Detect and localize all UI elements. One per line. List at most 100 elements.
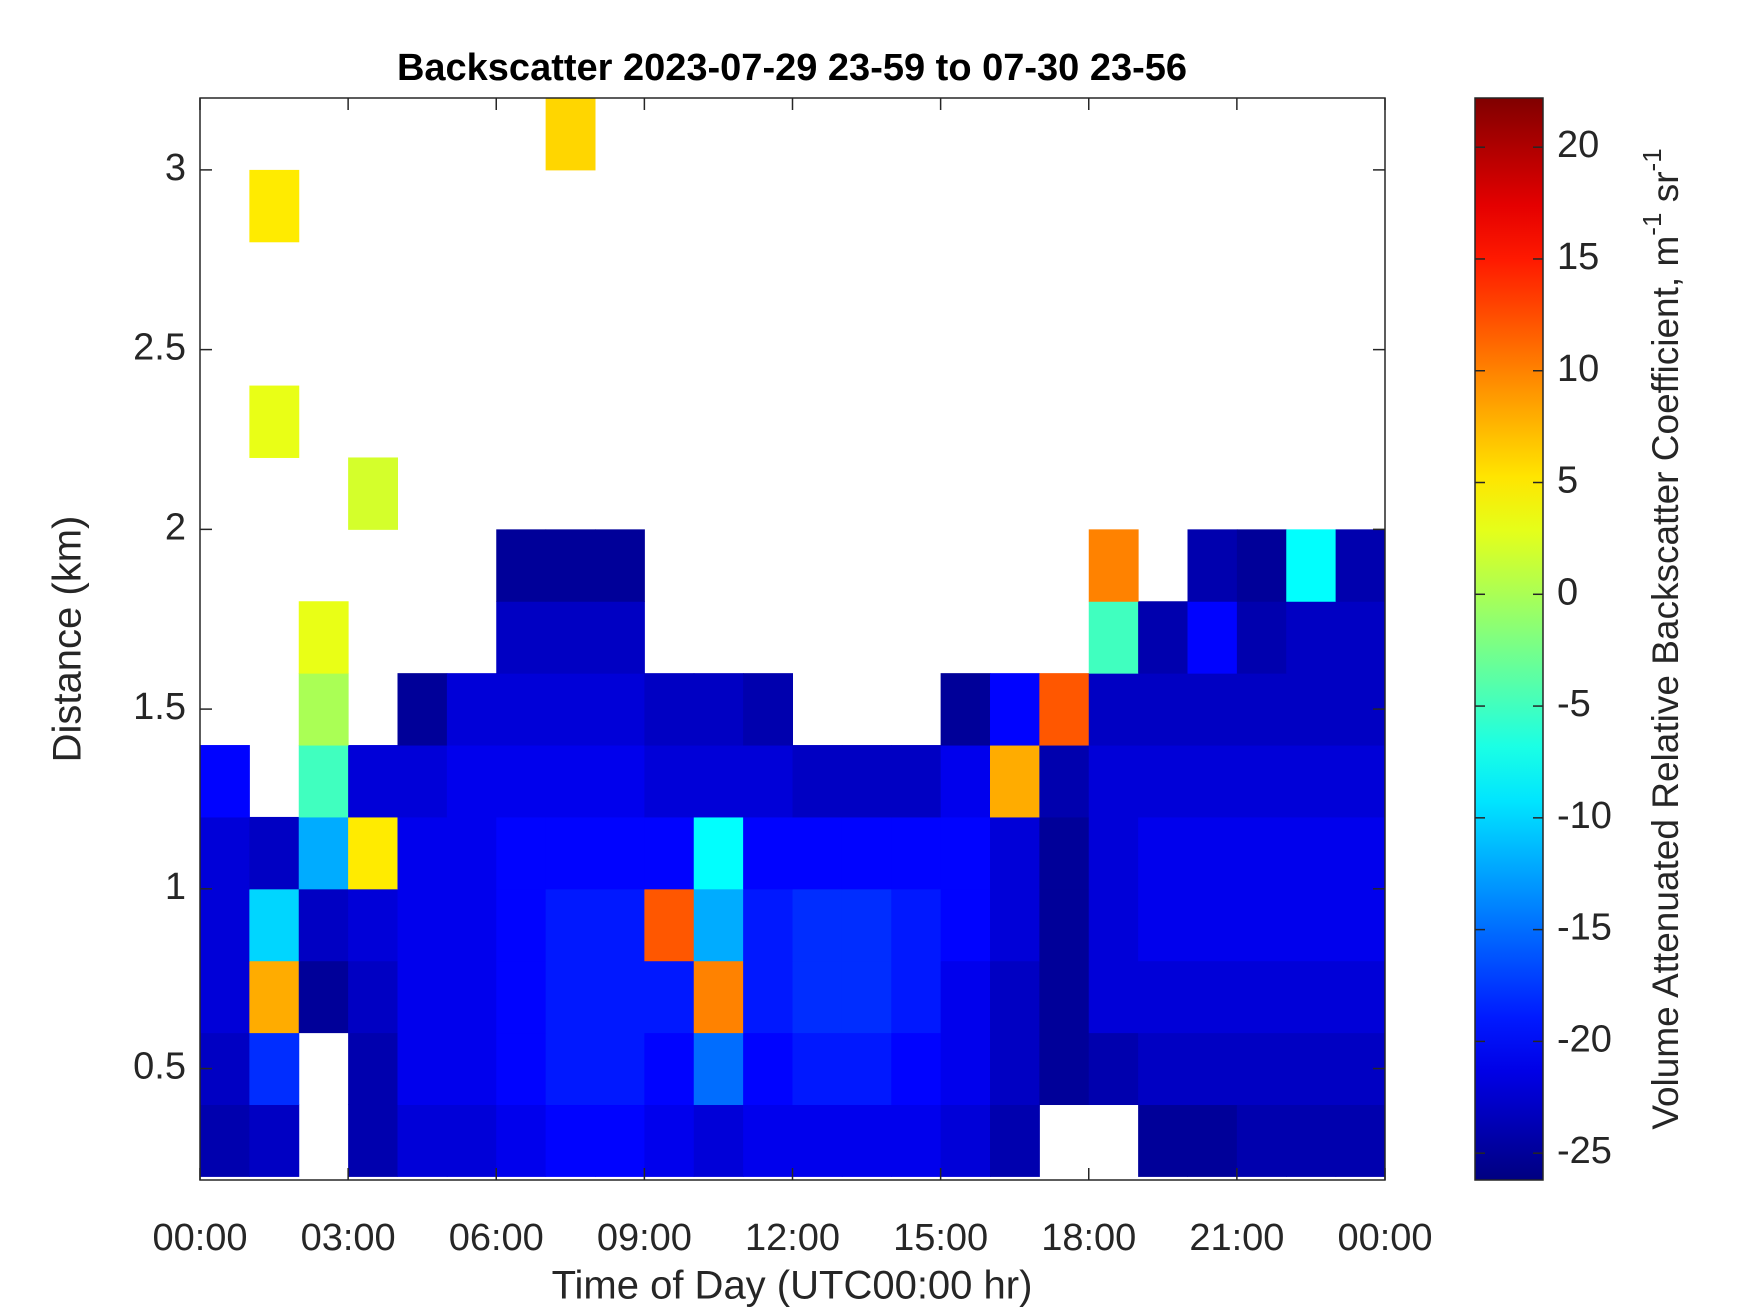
heatmap-cell: [693, 745, 744, 818]
heatmap-cell: [496, 960, 547, 1034]
heatmap-cell: [940, 960, 991, 1034]
chart-title: Backscatter 2023-07-29 23-59 to 07-30 23…: [397, 47, 1187, 89]
heatmap-cell: [1187, 1104, 1238, 1177]
colorbar-tick-label: 20: [1557, 124, 1599, 166]
heatmap-cell: [446, 1104, 497, 1177]
y-tick-label: 2.5: [133, 327, 186, 369]
heatmap-cell: [841, 888, 892, 962]
heatmap-cell: [446, 745, 497, 818]
colorbar-frame: [1474, 97, 1544, 1181]
heatmap-cell: [792, 1104, 843, 1177]
heatmap-cell: [891, 960, 942, 1034]
x-tick-label: 09:00: [597, 1217, 692, 1259]
y-tick-label: 1.5: [133, 686, 186, 728]
heatmap-cell: [1187, 960, 1238, 1034]
heatmap-cell: [1236, 745, 1287, 818]
heatmap-cell: [1236, 601, 1287, 674]
x-tick-label: 03:00: [301, 1217, 396, 1259]
heatmap-cell: [1088, 601, 1139, 674]
heatmap-cell: [545, 601, 596, 674]
heatmap-cell: [891, 816, 942, 890]
heatmap-cell: [348, 816, 398, 890]
colorbar-label-text: sr: [1645, 171, 1686, 212]
heatmap-cell: [249, 169, 300, 243]
heatmap-cell: [249, 385, 300, 458]
colorbar-tick-label: 15: [1557, 236, 1599, 278]
heatmap-cell: [496, 816, 547, 890]
heatmap-cell: [595, 745, 645, 818]
heatmap-cell: [1286, 888, 1337, 962]
heatmap-cell: [1138, 601, 1188, 674]
heatmap-cell: [200, 1104, 250, 1177]
heatmap-cell: [348, 1032, 398, 1106]
colorbar-tick-label: -15: [1557, 907, 1612, 949]
colorbar-tick-label: -5: [1557, 683, 1591, 725]
heatmap-cell: [595, 960, 645, 1034]
heatmap-cell: [644, 673, 695, 746]
heatmap-cell: [545, 1032, 596, 1106]
heatmap-cell: [397, 816, 448, 890]
heatmap-cell: [1236, 888, 1287, 962]
heatmap-cell: [1187, 1032, 1238, 1106]
heatmap-cell: [743, 1104, 793, 1177]
heatmap-cell: [940, 1104, 991, 1177]
heatmap-cell: [792, 745, 843, 818]
heatmap-cell: [644, 888, 695, 962]
heatmap-cell: [595, 1104, 645, 1177]
heatmap-cell: [693, 888, 744, 962]
heatmap-cell: [1138, 1032, 1188, 1106]
heatmap-cell: [841, 745, 892, 818]
heatmap-cell: [298, 673, 349, 746]
heatmap-cell: [990, 816, 1040, 890]
heatmap-cell: [990, 1104, 1040, 1177]
heatmap-cell: [249, 960, 300, 1034]
heatmap-cell: [1236, 1032, 1287, 1106]
heatmap-cell: [940, 888, 991, 962]
heatmap-cell: [693, 1104, 744, 1177]
heatmap-cell: [446, 816, 497, 890]
heatmap-cell: [1138, 816, 1188, 890]
heatmap-cell: [792, 1032, 843, 1106]
y-tick-label: 0.5: [133, 1046, 186, 1088]
heatmap-cell: [496, 673, 547, 746]
heatmap-cell: [1039, 960, 1090, 1034]
heatmap-cell: [940, 745, 991, 818]
heatmap-cell: [644, 816, 695, 890]
heatmap-cell: [1286, 745, 1337, 818]
colorbar-tick-label: 5: [1557, 460, 1578, 502]
heatmap-cell: [397, 1104, 448, 1177]
heatmap-cell: [249, 888, 300, 962]
colorbar-tick-label: -20: [1557, 1018, 1612, 1060]
x-tick-label: 00:00: [1337, 1217, 1432, 1259]
heatmap-cell: [496, 745, 547, 818]
y-tick-label: 2: [165, 506, 186, 548]
heatmap-cell: [743, 673, 793, 746]
x-axis-label: Time of Day (UTC00:00 hr): [552, 1264, 1033, 1308]
heatmap-cell: [200, 960, 250, 1034]
heatmap-cell: [1039, 888, 1090, 962]
heatmap-cell: [1286, 960, 1337, 1034]
heatmap-cell: [1187, 816, 1238, 890]
heatmap-cell: [1088, 1032, 1139, 1106]
heatmap-cell: [1138, 960, 1188, 1034]
heatmap-cell: [1138, 888, 1188, 962]
y-tick-label: 3: [165, 147, 186, 189]
x-tick-label: 21:00: [1189, 1217, 1284, 1259]
x-tick-label: 06:00: [449, 1217, 544, 1259]
colorbar-tick-label: -10: [1557, 795, 1612, 837]
heatmap-cell: [249, 1104, 300, 1177]
heatmap-cell: [298, 601, 349, 674]
heatmap-cell: [1286, 1104, 1337, 1177]
x-tick-label: 12:00: [745, 1217, 840, 1259]
heatmap-cell: [545, 529, 596, 602]
heatmap-cell: [644, 1104, 695, 1177]
heatmap-cell: [841, 816, 892, 890]
heatmap-cell: [644, 1032, 695, 1106]
heatmap-cell: [397, 1032, 448, 1106]
heatmap-cell: [200, 816, 250, 890]
heatmap-cell: [545, 1104, 596, 1177]
heatmap-cell: [990, 1032, 1040, 1106]
heatmap-cell: [595, 816, 645, 890]
heatmap-cell: [249, 1032, 300, 1106]
heatmap-cell: [1138, 1104, 1188, 1177]
